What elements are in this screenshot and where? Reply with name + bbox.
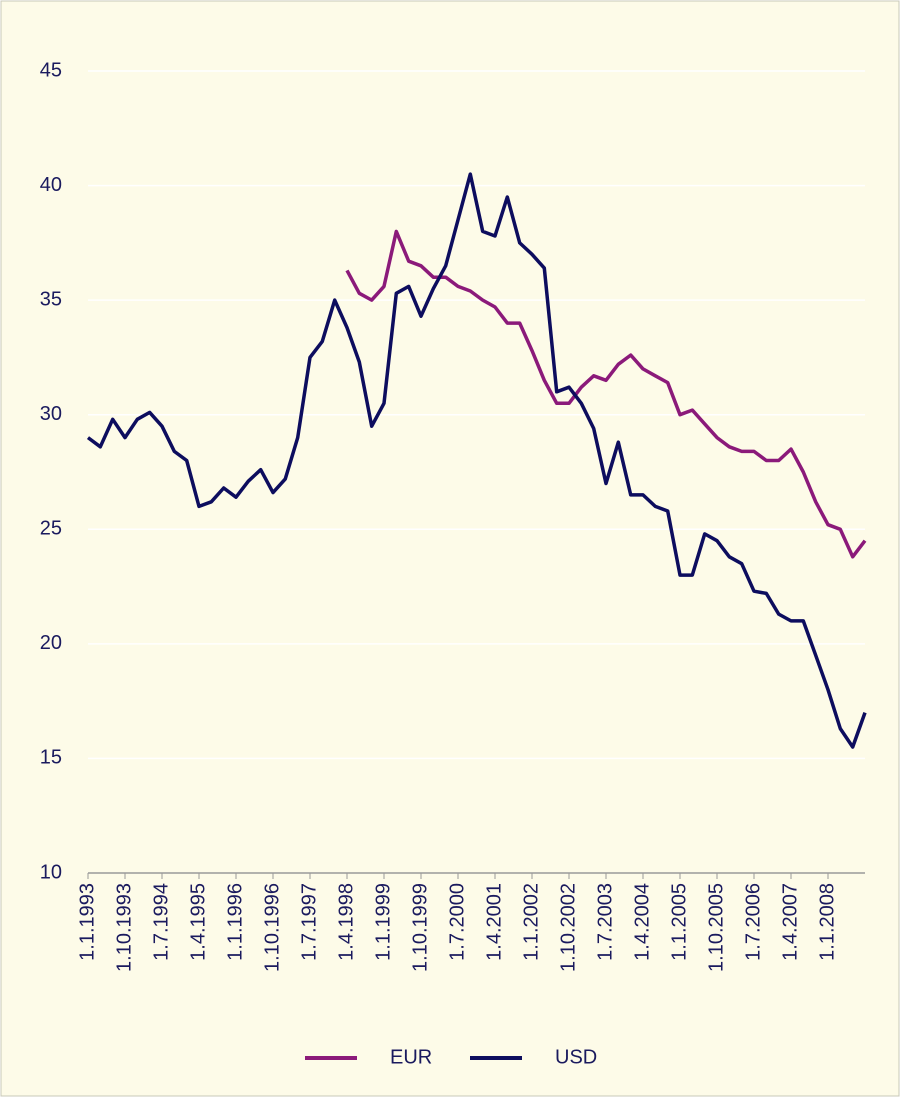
y-tick-label: 10 [40, 861, 62, 883]
y-tick-label: 20 [40, 632, 62, 654]
x-tick-label: 1.10.1996 [261, 883, 283, 972]
x-tick-label: 1.1.1999 [372, 883, 394, 961]
legend-label: EUR [390, 1046, 432, 1068]
x-tick-label: 1.4.1998 [335, 883, 357, 961]
series-line [345, 229, 867, 559]
x-tick-label: 1.1.1996 [224, 883, 246, 961]
x-tick-label: 1.10.1993 [113, 883, 135, 972]
y-tick-label: 35 [40, 288, 62, 310]
x-tick-label: 1.7.1994 [150, 883, 172, 961]
x-tick-label: 1.4.2007 [779, 883, 801, 961]
x-tick-label: 1.7.1997 [298, 883, 320, 961]
x-tick-label: 1.1.1993 [76, 883, 98, 961]
x-tick-label: 1.1.2008 [816, 883, 838, 961]
x-tick-label: 1.1.2002 [520, 883, 542, 961]
x-tick-label: 1.4.2004 [631, 883, 653, 961]
x-tick-label: 1.4.2001 [483, 883, 505, 961]
x-tick-label: 1.4.1995 [187, 883, 209, 961]
series-line [86, 172, 867, 749]
x-tick-label: 1.7.2006 [742, 883, 764, 961]
x-tick-label: 1.7.2000 [446, 883, 468, 961]
y-tick-label: 30 [40, 403, 62, 425]
x-tick-label: 1.7.2003 [594, 883, 616, 961]
y-tick-label: 15 [40, 747, 62, 769]
x-tick-label: 1.10.1999 [409, 883, 431, 972]
x-tick-label: 1.10.2002 [557, 883, 579, 972]
x-tick-label: 1.10.2005 [705, 883, 727, 972]
y-tick-label: 45 [40, 59, 62, 81]
legend-label: USD [555, 1046, 597, 1068]
x-tick-label: 1.1.2005 [668, 883, 690, 961]
y-tick-label: 25 [40, 518, 62, 540]
y-tick-label: 40 [40, 174, 62, 196]
